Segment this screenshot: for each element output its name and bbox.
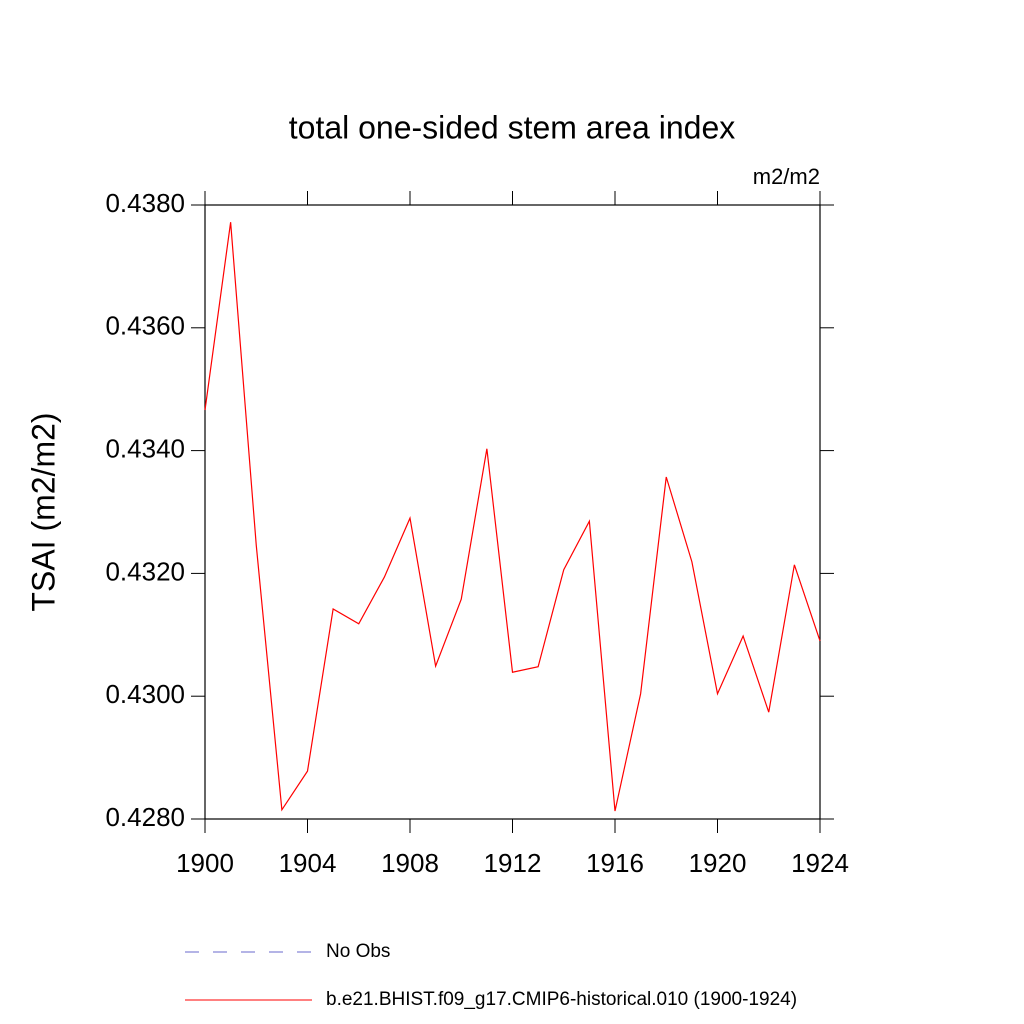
series-line <box>204 222 821 812</box>
x-tick-label: 1908 <box>381 848 439 878</box>
legend-label: No Obs <box>326 941 390 962</box>
chart-title: total one-sided stem area index <box>289 109 735 145</box>
y-tick-label: 0.4280 <box>105 802 185 832</box>
y-tick-label: 0.4380 <box>105 188 185 218</box>
y-tick-label: 0.4320 <box>105 556 185 586</box>
plot-frame <box>204 204 821 820</box>
x-tick-label: 1920 <box>689 848 747 878</box>
legend-label: b.e21.BHIST.f09_g17.CMIP6-historical.010… <box>326 989 797 1010</box>
x-tick-label: 1912 <box>484 848 542 878</box>
y-tick-label: 0.4360 <box>105 311 185 341</box>
x-tick-label: 1924 <box>791 848 849 878</box>
x-tick-label: 1904 <box>279 848 337 878</box>
y-tick-label: 0.4340 <box>105 433 185 463</box>
units-label: m2/m2 <box>753 164 820 189</box>
y-axis-label: TSAI (m2/m2) <box>25 412 61 611</box>
x-tick-label: 1916 <box>586 848 644 878</box>
y-tick-label: 0.4300 <box>105 679 185 709</box>
x-tick-label: 1900 <box>176 848 234 878</box>
